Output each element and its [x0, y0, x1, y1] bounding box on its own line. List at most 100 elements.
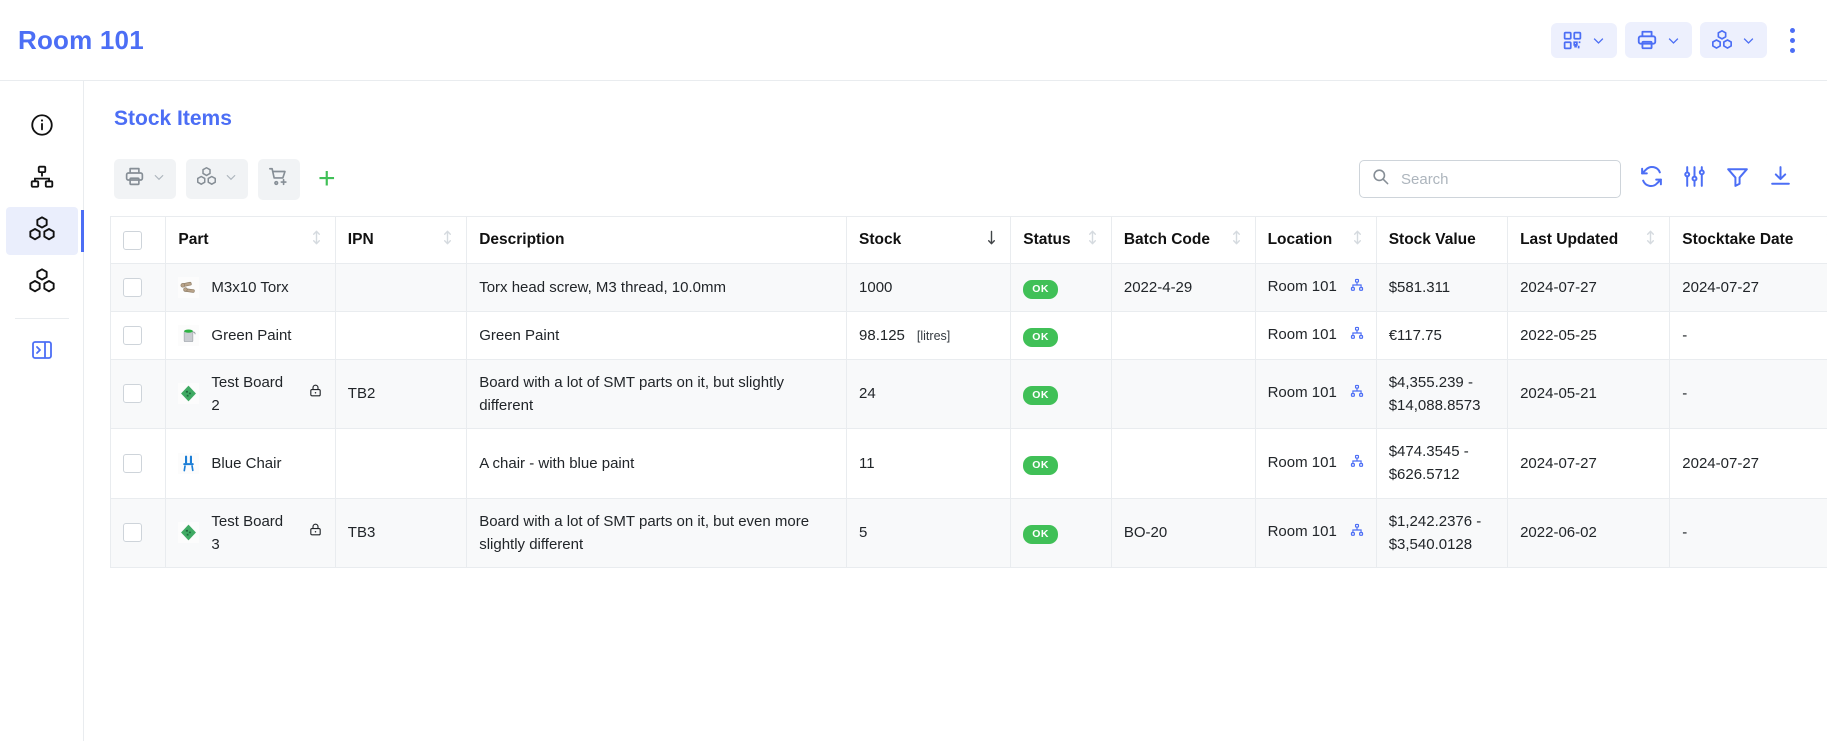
chevron-down-icon — [1741, 33, 1756, 48]
status-badge: OK — [1023, 327, 1058, 347]
table-row[interactable]: Test Board 2 TB2 — [110, 358, 1827, 429]
table-row[interactable]: M3x10 Torx Torx head screw, M3 thread, 1… — [110, 263, 1827, 312]
location-name[interactable]: Room 101 — [1267, 453, 1337, 471]
order-stock-button[interactable] — [258, 158, 300, 200]
part-name[interactable]: Test Board 3 — [211, 512, 284, 553]
column-header-status[interactable]: Status — [1010, 216, 1112, 264]
part-name[interactable]: Test Board 2 — [211, 373, 284, 414]
stock-items-table: Part IPN — [110, 216, 1827, 568]
search-icon — [1371, 167, 1390, 191]
stock-operations-button[interactable] — [186, 159, 248, 199]
cell-stocktake-date: 2024-07-27 — [1669, 428, 1827, 499]
cell-batch-code — [1110, 428, 1256, 499]
pcb-thumbnail — [178, 383, 200, 405]
table-scroll-region[interactable]: Part IPN — [110, 216, 1827, 568]
filter-button[interactable] — [1725, 164, 1750, 194]
sidebar-item-sublocations[interactable] — [6, 155, 78, 203]
location-name[interactable]: Room 101 — [1267, 325, 1337, 343]
cell-location: Room 101 — [1254, 428, 1377, 499]
cell-batch-code: BO-20 — [1110, 497, 1256, 568]
chevron-down-icon — [1591, 33, 1606, 48]
table-options-button[interactable] — [1682, 164, 1707, 194]
sort-both-icon — [1230, 230, 1243, 250]
row-checkbox[interactable] — [123, 523, 142, 543]
download-button[interactable] — [1768, 164, 1793, 194]
main-content: Stock Items — [84, 81, 1827, 741]
column-header-stock[interactable]: Stock — [846, 216, 1012, 264]
location-name[interactable]: Room 101 — [1267, 278, 1337, 295]
column-header-part[interactable]: Part — [165, 216, 336, 264]
search-box[interactable] — [1359, 160, 1621, 198]
column-header-stock-value[interactable]: Stock Value — [1375, 216, 1509, 264]
sidebar-item-stock-items[interactable] — [5, 207, 84, 255]
chair-thumbnail — [178, 452, 200, 474]
cell-status: OK — [1010, 428, 1112, 499]
column-header-location[interactable]: Location — [1254, 216, 1377, 264]
table-row[interactable]: Blue Chair A chair - with blue paint 11 — [110, 428, 1827, 499]
row-checkbox[interactable] — [123, 384, 142, 404]
location-name[interactable]: Room 101 — [1267, 523, 1337, 541]
sort-both-icon — [1644, 230, 1657, 250]
search-input[interactable] — [1399, 169, 1609, 189]
stock-actions-button[interactable] — [1700, 22, 1767, 58]
kebab-menu-icon[interactable] — [1779, 23, 1805, 57]
column-header-select — [110, 216, 167, 264]
row-checkbox[interactable] — [123, 277, 142, 297]
column-header-description[interactable]: Description — [466, 216, 848, 264]
cell-last-updated: 2022-06-02 — [1507, 497, 1671, 568]
column-header-ipn[interactable]: IPN — [334, 216, 468, 264]
section-title: Stock Items — [114, 107, 232, 130]
row-checkbox[interactable] — [123, 325, 142, 345]
table-row[interactable]: Test Board 3 TB3 — [110, 497, 1827, 568]
cell-stock: 5 — [846, 497, 1012, 568]
location-name[interactable]: Room 101 — [1267, 384, 1337, 402]
stock-quantity: 98.125 — [859, 326, 905, 344]
row-select-cell — [110, 497, 167, 568]
column-header-batch-code[interactable]: Batch Code — [1110, 216, 1256, 264]
lock-icon — [308, 382, 323, 405]
cell-stock: 98.125 [litres] — [846, 310, 1012, 360]
sitemap-icon — [29, 164, 55, 195]
table-toolbar: + — [110, 158, 1827, 200]
qr-code-button[interactable] — [1551, 22, 1617, 58]
print-labels-button[interactable] — [114, 159, 176, 199]
row-checkbox[interactable] — [123, 453, 142, 473]
status-badge: OK — [1023, 525, 1058, 545]
select-all-checkbox[interactable] — [123, 230, 142, 250]
cell-last-updated: 2024-07-27 — [1507, 428, 1671, 499]
add-stock-item-button[interactable]: + — [318, 162, 336, 195]
cell-status: OK — [1010, 263, 1112, 312]
cell-description: Board with a lot of SMT parts on it, but… — [466, 497, 848, 568]
boxes-icon — [196, 166, 217, 192]
cell-description: Green Paint — [466, 310, 848, 360]
part-name[interactable]: Blue Chair — [211, 454, 282, 472]
cell-last-updated: 2022-05-25 — [1507, 310, 1671, 360]
paint-can-thumbnail — [178, 324, 200, 346]
cell-ipn — [334, 263, 468, 312]
stock-quantity: 24 — [859, 385, 876, 403]
column-header-last-updated[interactable]: Last Updated — [1507, 216, 1671, 264]
table-header-row: Part IPN — [110, 216, 1827, 264]
refresh-button[interactable] — [1639, 164, 1664, 194]
cell-description: A chair - with blue paint — [466, 428, 848, 499]
cell-batch-code: 2022-4-29 — [1110, 263, 1256, 312]
cell-last-updated: 2024-07-27 — [1507, 263, 1671, 312]
print-button[interactable] — [1625, 22, 1692, 58]
cell-stock-value: €117.75 — [1375, 310, 1509, 360]
column-header-stocktake-date[interactable]: Stocktake Date — [1669, 216, 1827, 264]
part-name[interactable]: Green Paint — [211, 326, 292, 344]
sidebar-item-expand-panel[interactable] — [6, 328, 78, 376]
status-badge: OK — [1023, 455, 1058, 475]
cell-part: Test Board 2 — [165, 358, 336, 429]
sidebar-item-details[interactable] — [6, 103, 78, 151]
cell-stocktake-date: - — [1669, 310, 1827, 360]
cell-location: Room 101 — [1254, 263, 1377, 312]
sidebar-item-stock-locations[interactable] — [6, 259, 78, 307]
status-badge: OK — [1023, 386, 1058, 406]
column-label-status: Status — [1023, 231, 1071, 248]
cell-batch-code — [1110, 310, 1256, 360]
stock-quantity: 1000 — [859, 278, 893, 296]
cell-part: Green Paint — [165, 310, 336, 360]
table-row[interactable]: Green Paint Green Paint 98.125 [litres] — [110, 310, 1827, 360]
part-name[interactable]: M3x10 Torx — [211, 278, 289, 296]
